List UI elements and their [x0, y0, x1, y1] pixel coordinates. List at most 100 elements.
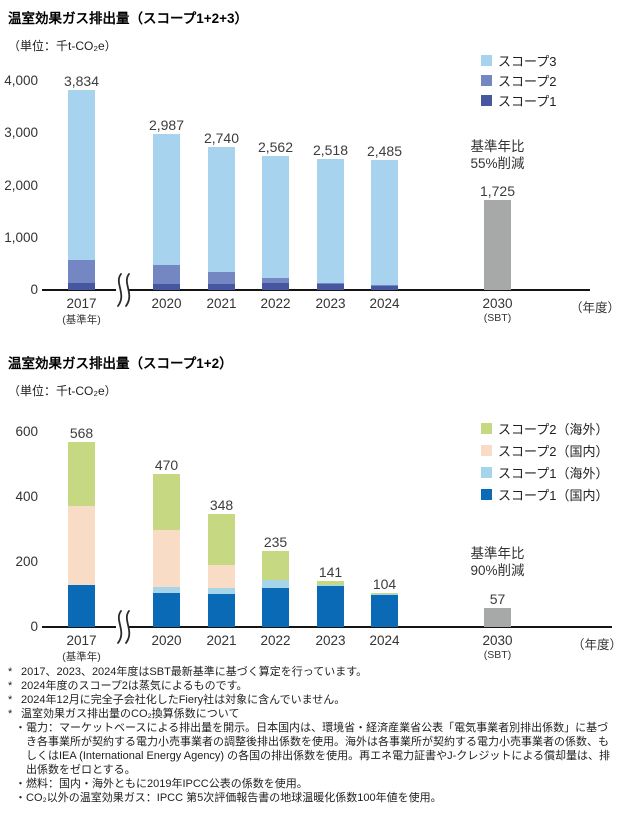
reduction-annotation: 基準年比 55%削減	[447, 138, 548, 172]
axis-year-unit-label: （年度）	[570, 301, 620, 315]
footnote-marker: *	[8, 707, 13, 720]
legend-item: スコープ2	[481, 71, 556, 90]
bar-value-label: 141	[318, 564, 343, 581]
footnote-item: * 2017、2023、2024年度はSBT最新基準に基づく算定を行っています。	[8, 666, 616, 680]
reduction-annotation-line: 基準年比	[470, 546, 525, 561]
bar-value-label: 235	[263, 533, 288, 550]
bar-value-label: 2,740	[203, 129, 240, 146]
bar-value-label: 3,834	[63, 72, 100, 89]
bar-value-label: 1,725	[479, 182, 516, 199]
axis-break-icon	[117, 273, 131, 307]
x-tick-label: 2022	[260, 633, 291, 648]
axis-break-gap	[116, 624, 129, 630]
bar-segment	[68, 442, 95, 506]
footnote-marker: ・	[15, 777, 26, 790]
bar-segment	[153, 283, 180, 290]
bar-segment	[262, 580, 289, 588]
footnote-text: 2024年度のスコープ2は蒸気によるものです。	[21, 679, 248, 692]
footnote-text: CO₂以外の温室効果ガス：IPCC 第5次評価報告書の地球温暖化係数100年値を…	[26, 791, 442, 804]
bar-segment	[371, 594, 398, 596]
legend-label: スコープ2（国内）	[498, 444, 609, 459]
legend-item: スコープ1（国内）	[481, 485, 608, 504]
legend-swatch-icon	[481, 55, 492, 66]
bar-segment	[262, 156, 289, 278]
x-tick-label: 2017	[66, 296, 97, 311]
bar-segment	[317, 586, 344, 627]
bar-segment	[262, 550, 289, 581]
x-axis	[42, 626, 612, 628]
x-tick-sublabel: (基準年)	[62, 314, 101, 326]
legend-label: スコープ2	[498, 74, 557, 89]
bar-value-label: 57	[489, 591, 506, 608]
y-tick-label: 200	[15, 553, 38, 569]
footnote-marker: *	[8, 679, 13, 692]
bar-segment	[68, 584, 95, 627]
bar-segment	[371, 595, 398, 627]
bar-segment	[153, 593, 180, 627]
bar-segment	[317, 158, 344, 283]
bar-segment	[262, 587, 289, 627]
x-tick-label: 2021	[206, 296, 237, 311]
legend-item: スコープ3	[481, 51, 556, 70]
chart-title-scope12: 温室効果ガス排出量（スコープ1+2）	[8, 356, 233, 371]
footnote-item: * 2024年度のスコープ2は蒸気によるものです。	[8, 680, 616, 694]
bar-segment	[371, 593, 398, 595]
bar-segment	[371, 284, 398, 290]
bar-segment	[68, 260, 95, 284]
footnote-marker: *	[8, 693, 13, 706]
x-tick-label: 2024	[369, 633, 400, 648]
bar-segment	[153, 265, 180, 284]
bar-segment	[317, 283, 344, 290]
bar-segment	[262, 277, 289, 283]
footnote-marker: ・	[15, 721, 26, 734]
x-axis	[42, 289, 590, 291]
y-tick-label: 600	[15, 423, 38, 439]
footnote-item: ・ CO₂以外の温室効果ガス：IPCC 第5次評価報告書の地球温暖化係数100年値…	[15, 792, 616, 806]
y-tick-label: 0	[30, 619, 38, 634]
legend-swatch-icon	[481, 489, 492, 500]
x-tick-label: 2017	[66, 633, 97, 648]
y-tick-label: 2,000	[4, 177, 38, 193]
unit-label: （単位：千t-CO₂e）	[8, 39, 117, 53]
reduction-annotation-line: 基準年比	[470, 139, 525, 154]
bar-segment	[208, 594, 235, 627]
bar-segment	[317, 282, 344, 284]
footnote-text: 温室効果ガス排出量のCO₂換算係数について	[21, 707, 240, 720]
bar-segment	[68, 89, 95, 261]
bar-segment	[153, 530, 180, 588]
footnotes: * 2017、2023、2024年度はSBT最新基準に基づく算定を行っています。 *…	[8, 666, 616, 806]
x-tick-label: 2023	[315, 633, 346, 648]
bar-value-label: 2,562	[257, 139, 294, 156]
bar-segment	[68, 505, 95, 585]
legend-item: スコープ1	[481, 91, 556, 110]
bar-segment	[317, 585, 344, 587]
bar-segment	[317, 581, 344, 585]
axis-break-gap	[116, 287, 129, 293]
bar-segment	[153, 474, 180, 530]
legend-swatch-icon	[481, 423, 492, 434]
legend-label: スコープ1	[498, 94, 557, 109]
bar-segment	[371, 160, 398, 285]
bar-segment	[68, 283, 95, 290]
x-tick-sublabel: (基準年)	[62, 651, 101, 663]
reduction-annotation: 基準年比 90%削減	[447, 545, 548, 579]
bar-segment	[208, 565, 235, 589]
bar-segment	[153, 134, 180, 266]
bar-value-label: 2,987	[148, 117, 185, 134]
legend-swatch-icon	[481, 445, 492, 456]
bar-segment	[153, 587, 180, 594]
footnote-marker: ・	[15, 791, 26, 804]
x-tick-label: 2024	[369, 296, 400, 311]
chart-scope-1-2: 温室効果ガス排出量（スコープ1+2） （単位：千t-CO₂e） スコープ2（海外…	[0, 345, 620, 666]
y-tick-label: 4,000	[4, 73, 38, 89]
footnote-text: 2024年12月に完全子会社化したFiery社は対象に含んでいません。	[21, 693, 346, 706]
x-tick-sublabel: (SBT)	[483, 649, 512, 661]
footnote-marker: *	[8, 666, 13, 678]
x-tick-label: 2020	[151, 296, 182, 311]
y-tick-label: 0	[30, 282, 38, 297]
footnote-text: 燃料：国内・海外ともに2019年IPCC公表の係数を使用。	[26, 777, 308, 790]
bar-segment	[208, 588, 235, 595]
axis-year-unit-label: （年度）	[572, 638, 620, 652]
x-tick-sublabel: (SBT)	[483, 312, 512, 324]
